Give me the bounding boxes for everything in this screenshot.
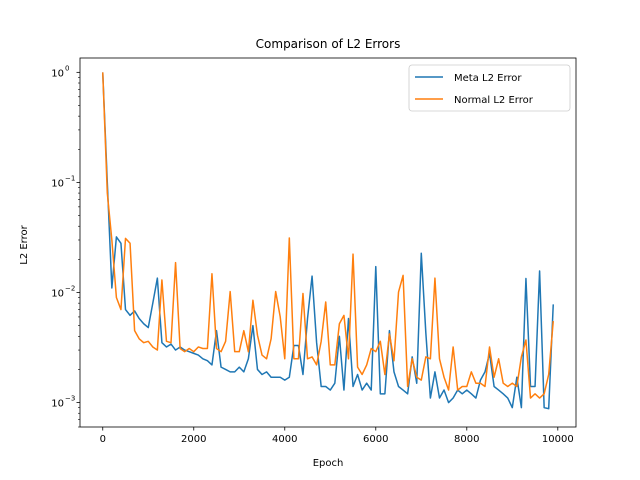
y-tick-label: 10 — [51, 289, 64, 300]
y-tick-exponent: −3 — [65, 395, 75, 403]
y-tick-label: 10 — [51, 178, 64, 189]
legend-label-1: Normal L2 Error — [454, 95, 534, 106]
x-tick-label: 2000 — [181, 434, 206, 445]
axes-frame — [79, 57, 577, 428]
x-tick-label: 8000 — [454, 434, 479, 445]
y-tick-exponent: −2 — [65, 285, 75, 293]
legend-label-0: Meta L2 Error — [454, 73, 522, 84]
y-tick-exponent: 0 — [65, 64, 69, 72]
y-tick-exponent: −1 — [65, 174, 75, 182]
chart-title: Comparison of L2 Errors — [256, 37, 401, 51]
series-line-1 — [102, 72, 554, 399]
y-tick-label: 10 — [51, 399, 64, 410]
y-tick-label: 10 — [51, 68, 64, 79]
y-axis-label: L2 Error — [19, 224, 30, 264]
x-axis-label: Epoch — [313, 458, 344, 469]
series-line-0 — [102, 72, 554, 410]
legend-box — [408, 64, 571, 112]
x-tick-label: 6000 — [363, 434, 388, 445]
x-tick-label: 4000 — [272, 434, 297, 445]
x-tick-label: 0 — [100, 434, 106, 445]
x-tick-label: 10000 — [542, 434, 574, 445]
